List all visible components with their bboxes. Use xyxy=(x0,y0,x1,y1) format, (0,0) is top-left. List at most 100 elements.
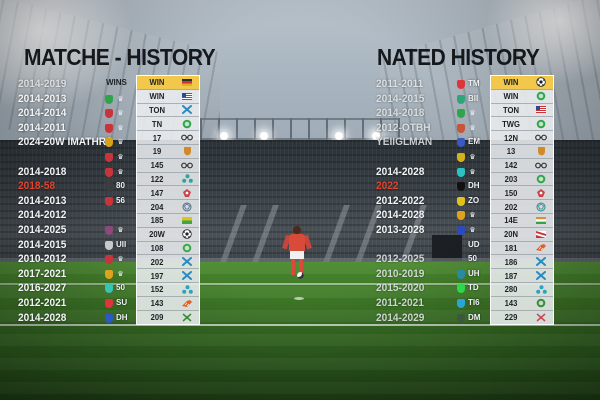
table-row: 150 xyxy=(491,186,553,201)
trophy-icon: ♛ xyxy=(469,167,476,176)
club-abbreviation: DH xyxy=(116,312,128,322)
result-value: 185 xyxy=(150,215,164,226)
trophy-icon: ♛ xyxy=(117,153,124,161)
result-value: 12N xyxy=(503,132,519,143)
result-value: 145 xyxy=(150,160,164,171)
season-years: 2018-58 xyxy=(18,180,56,193)
result-value: 17 xyxy=(152,132,162,143)
results-table: WIN WIN TON TN 17 19 145 122 147 204 185 20W 108 202 1… xyxy=(136,75,200,326)
result-value: 204 xyxy=(150,201,164,212)
club-badge-icon xyxy=(457,80,465,89)
result-value: WIN xyxy=(149,91,165,102)
flag-usa-icon xyxy=(177,92,197,100)
crest-shield-icon xyxy=(177,146,197,156)
result-value: 229 xyxy=(504,312,518,323)
floodlight-glow-left xyxy=(0,0,140,120)
result-value: TON xyxy=(148,104,166,115)
club-abbreviation: UH xyxy=(468,268,480,278)
table-row: 204 xyxy=(137,200,199,214)
season-years: 2014-2028 xyxy=(18,311,67,324)
club-badge-icon xyxy=(105,138,113,148)
result-value: WIN xyxy=(149,77,165,88)
club-abbreviation: TD xyxy=(468,283,479,293)
crest-shield-icon xyxy=(531,146,551,156)
glasses-icon xyxy=(177,162,197,169)
club-badge-icon xyxy=(105,284,113,294)
ball-icon xyxy=(531,77,551,88)
result-value: 143 xyxy=(150,298,164,309)
cross-swords-icon xyxy=(531,313,551,322)
ball-icon xyxy=(177,229,197,239)
table-row: 280 xyxy=(491,283,553,297)
season-years: 2011-2011 xyxy=(376,78,424,90)
crest-round-icon xyxy=(531,91,551,101)
football-player xyxy=(281,226,313,282)
season-years: 2015-2020 xyxy=(376,282,425,295)
trophy-icon: ♛ xyxy=(469,153,476,161)
table-row: 142 xyxy=(491,159,553,173)
cross-swords-icon xyxy=(177,313,197,322)
flag-red-icon xyxy=(531,230,551,238)
trophy-icon: ♛ xyxy=(469,211,476,220)
season-years: 2014-2018 xyxy=(18,165,67,178)
table-row: 122 xyxy=(137,173,199,187)
result-value: 181 xyxy=(504,242,518,253)
table-row: 12N xyxy=(491,131,553,145)
season-years: 2010-2019 xyxy=(376,267,425,280)
table-row: WIN xyxy=(491,90,553,104)
season-years: 2014-2018 xyxy=(376,107,425,120)
club-badge-icon xyxy=(105,109,113,119)
season-years: 2014-2028 xyxy=(376,209,425,222)
club-badge-icon xyxy=(105,226,113,235)
trophy-icon: ♛ xyxy=(117,269,124,278)
flag-stripes-icon xyxy=(177,78,197,86)
cross-x-icon xyxy=(177,271,197,281)
cross-x-icon xyxy=(531,271,551,281)
tri-dots-icon xyxy=(177,174,197,184)
crest-red-icon xyxy=(177,188,197,198)
result-value: WIN xyxy=(503,91,519,102)
season-years: 2014-2019 xyxy=(18,78,67,90)
season-years: 2014-2015 xyxy=(376,92,425,105)
result-value: 143 xyxy=(504,298,518,309)
table-row: 13 xyxy=(491,145,553,159)
table-row: 181 xyxy=(491,242,553,256)
result-value: 152 xyxy=(150,284,164,295)
club-badge-icon xyxy=(457,196,465,206)
table-row: 19 xyxy=(137,145,199,159)
table-row: WIN xyxy=(137,90,199,104)
club-badge-icon xyxy=(105,123,113,133)
club-badge-icon xyxy=(105,255,113,265)
result-value: 147 xyxy=(150,187,164,198)
table-row: 229 xyxy=(491,311,553,325)
penalty-spot xyxy=(294,297,304,300)
table-row: 20W xyxy=(137,228,199,242)
trophy-icon: ♛ xyxy=(117,226,124,234)
football xyxy=(297,272,304,279)
result-value: 14E xyxy=(504,215,518,226)
club-abbreviation: BII xyxy=(468,93,479,103)
cross-x-icon xyxy=(531,257,551,267)
club-abbreviation: TI6 xyxy=(468,298,480,307)
flag-green-yellow-icon xyxy=(177,216,197,224)
crest-round-icon xyxy=(531,298,551,308)
club-badge-icon xyxy=(105,94,113,104)
club-badge-icon xyxy=(457,167,465,177)
tri-dots-icon xyxy=(177,285,197,294)
club-abbreviation: DH xyxy=(468,181,480,191)
club-abbreviation: 50 xyxy=(116,283,125,293)
season-years: 2014-2014 xyxy=(18,107,67,120)
result-value: 122 xyxy=(150,173,164,184)
trophy-icon: ♛ xyxy=(117,138,124,147)
glasses-icon xyxy=(531,162,551,169)
result-value: 197 xyxy=(150,270,164,281)
season-years: 2014-2015 xyxy=(18,238,67,251)
club-badge-icon xyxy=(457,138,465,148)
result-value: TON xyxy=(502,104,520,115)
club-abbreviation: SU xyxy=(116,298,128,307)
club-badge-icon xyxy=(457,226,465,235)
flag-usa-icon xyxy=(531,106,551,114)
table-row: 209 xyxy=(137,311,199,325)
club-abbreviation: 50 xyxy=(468,254,477,264)
